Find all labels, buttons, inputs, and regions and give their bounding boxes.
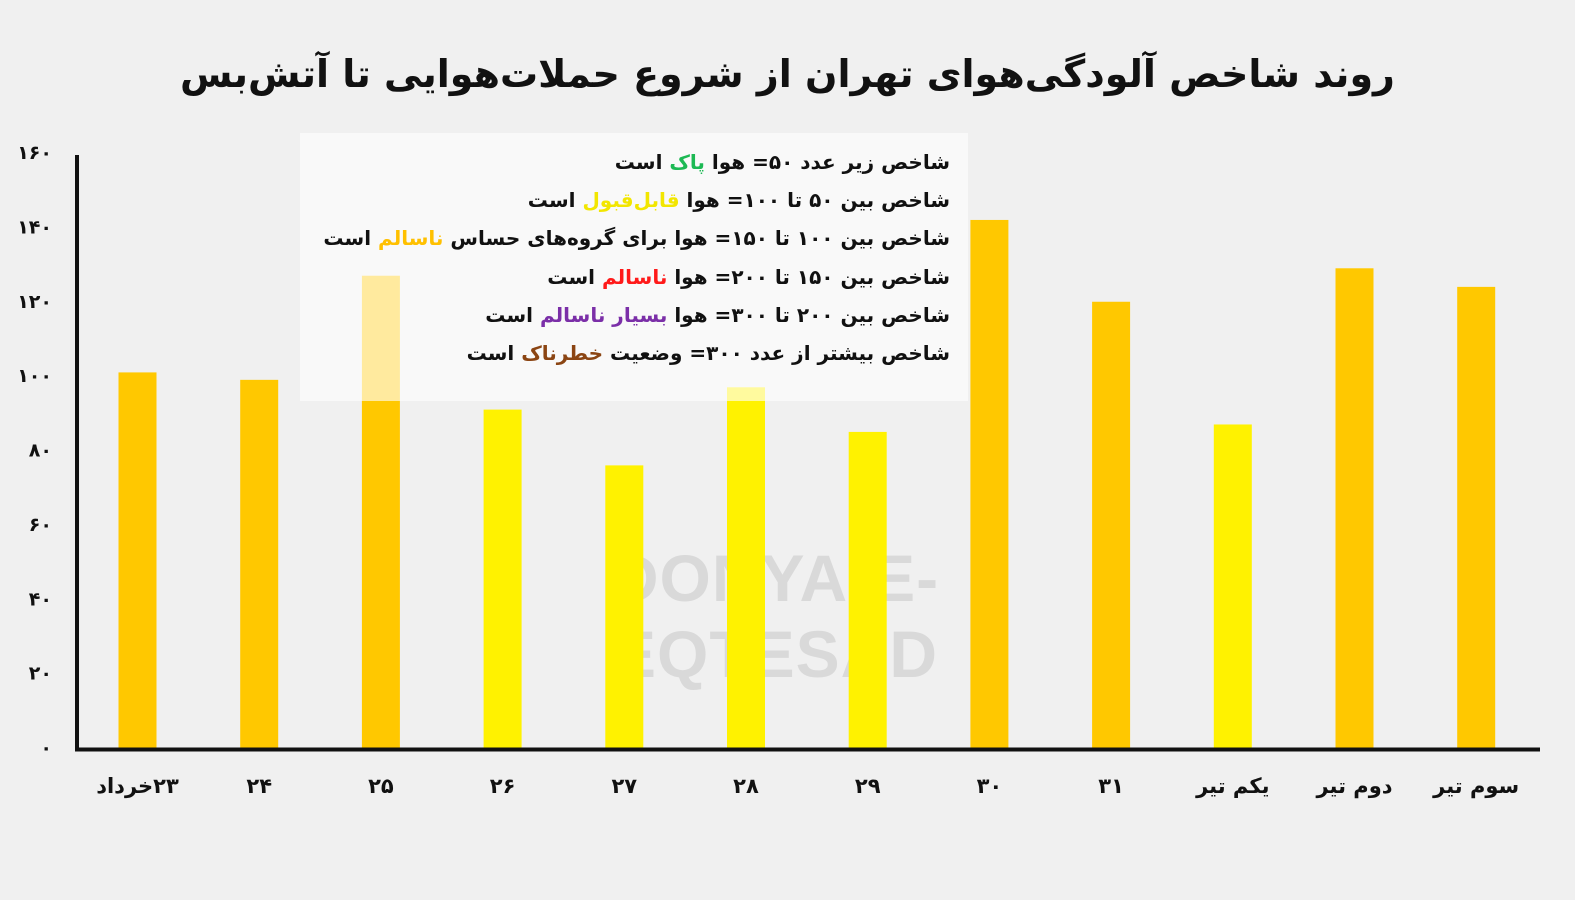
y-tick-label: ۶۰: [29, 514, 52, 536]
y-tick-label: ۱۴۰: [17, 216, 52, 238]
legend-text-end: است: [323, 226, 379, 251]
legend-text: شاخص بین ۵۰ تا ۱۰۰= هوا: [679, 188, 950, 213]
bar-8: [970, 219, 1009, 748]
y-tick-label: ۰: [40, 737, 52, 759]
legend-text-end: است: [485, 302, 540, 327]
bar-4: [483, 409, 522, 748]
x-category-label: ۳۱: [1098, 774, 1124, 798]
bar-2: [240, 379, 279, 748]
y-tick-labels: ۰ ۲۰ ۴۰ ۶۰ ۸۰ ۱۰۰ ۱۲۰ ۱۴۰ ۱۶۰: [17, 142, 52, 759]
legend-text: شاخص زیر عدد ۵۰= هوا: [704, 150, 950, 174]
legend-line-5: شاخص بین ۲۰۰ تا ۳۰۰= هوا بسیار ناسالم اس…: [318, 296, 950, 334]
x-category-label: ۲۶: [490, 774, 516, 798]
legend-text-end: است: [547, 264, 602, 289]
y-tick-label: ۲۰: [29, 663, 52, 685]
legend-text-end: است: [466, 341, 522, 366]
bar-5: [605, 465, 644, 748]
x-category-label: ۳۰: [977, 774, 1003, 798]
bar-12: [1457, 286, 1496, 748]
bar-6: [727, 387, 765, 748]
x-category-label: ۲۵: [368, 774, 394, 798]
legend-line-1: شاخص زیر عدد ۵۰= هوا پاک است: [318, 143, 950, 181]
y-tick-label: ۱۰۰: [17, 365, 52, 387]
legend-text-end: است: [614, 150, 670, 174]
legend-highlight: خطرناک: [521, 341, 604, 366]
axes-layer: [75, 155, 1540, 752]
legend-text-end: است: [527, 188, 583, 213]
bar-7: [848, 431, 887, 748]
legend-text: شاخص بین ۱۵۰ تا ۲۰۰= هوا: [667, 264, 950, 289]
bar-1: [118, 372, 157, 748]
legend-line-2: شاخص بین ۵۰ تا ۱۰۰= هوا قابل‌قبول است: [318, 181, 950, 219]
x-category-label: ۲۸: [733, 774, 759, 798]
x-category-label: یکم تیر: [1195, 774, 1269, 798]
x-category-labels: ۲۳خرداد ۲۴ ۲۵ ۲۶ ۲۷ ۲۸ ۲۹ ۳۰ ۳۱ یکم تیر دوم تیر سوم…: [96, 774, 1519, 798]
x-category-label: ۲۷: [611, 774, 637, 798]
legend-line-6: شاخص بیشتر از عدد ۳۰۰= وضعیت خطرناک است: [318, 334, 950, 372]
legend-text: شاخص بیشتر از عدد ۳۰۰= وضعیت: [603, 341, 950, 366]
legend-highlight: بسیار ناسالم: [539, 302, 668, 327]
x-category-label: سوم تیر: [1432, 774, 1519, 798]
chart-title: روند شاخص آلودگی‌هوای تهران از شروع حملا…: [180, 52, 1395, 96]
legend-highlight: ناسالم: [378, 226, 444, 251]
bar-9: [1092, 301, 1131, 748]
bar-11: [1335, 268, 1374, 748]
x-category-label: دوم تیر: [1315, 774, 1392, 798]
x-category-label: ۲۳خرداد: [96, 774, 179, 798]
y-tick-label: ۴۰: [29, 588, 52, 610]
y-tick-label: ۱۶۰: [17, 142, 52, 164]
legend-line-3: شاخص بین ۱۰۰ تا ۱۵۰= هوا برای گروه‌های ح…: [318, 219, 950, 257]
legend-text: شاخص بین ۲۰۰ تا ۳۰۰= هوا: [667, 302, 950, 327]
legend-box: شاخص زیر عدد ۵۰= هوا پاک است شاخص بین ۵۰ …: [300, 133, 968, 401]
bar-10: [1213, 424, 1252, 748]
y-tick-label: ۱۲۰: [17, 291, 52, 313]
legend-highlight: قابل‌قبول: [582, 188, 680, 213]
legend-highlight: پاک: [669, 150, 705, 174]
x-category-label: ۲۹: [855, 774, 881, 798]
bars-layer: [118, 219, 1496, 748]
legend-text: شاخص بین ۱۰۰ تا ۱۵۰= هوا برای گروه‌های ح…: [443, 226, 950, 251]
legend-highlight: ناسالم: [601, 264, 668, 289]
legend-line-4: شاخص بین ۱۵۰ تا ۲۰۰= هوا ناسالم است: [318, 258, 950, 296]
x-category-label: ۲۴: [246, 774, 272, 798]
y-tick-label: ۸۰: [29, 440, 52, 462]
